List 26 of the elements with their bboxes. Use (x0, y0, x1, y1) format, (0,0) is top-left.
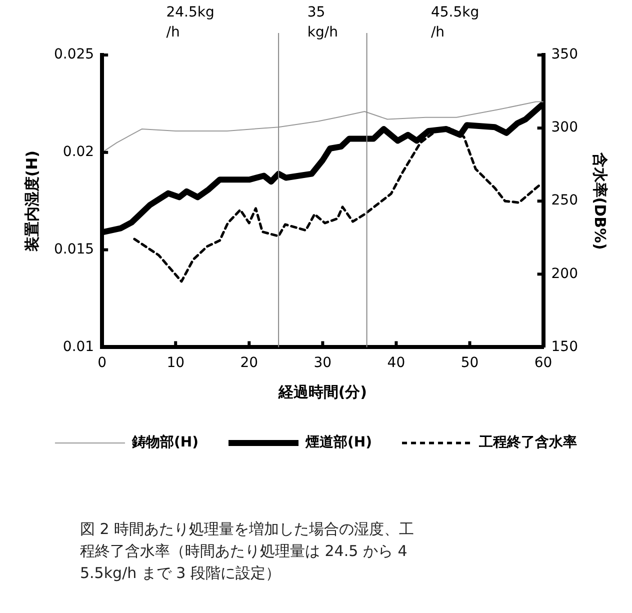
legend-label: 煙道部(H) (304, 434, 372, 451)
y2-tick-label: 200 (551, 266, 578, 282)
x-axis-title: 経過時間(分) (277, 382, 368, 401)
caption: 図 2 時間あたり処理量を増加した場合の湿度、工程終了含水率（時間あたり処理量は 24.5 から 45.5kg/h まで 3 段階に設定） (80, 519, 415, 584)
y-tick-label: 0.01 (62, 338, 94, 355)
text: 24.5kg /h (166, 4, 214, 41)
x-tick-label: 10 (166, 355, 185, 372)
legend-label: 鋳物部(H) (130, 434, 198, 451)
y2-tick-label: 250 (551, 192, 578, 209)
y-tick-label: 0.025 (54, 46, 94, 63)
x-tick-label: 50 (460, 355, 479, 372)
y-tick-label: 0.02 (62, 144, 94, 160)
y2-tick-label: 300 (551, 120, 578, 136)
legend-label: 工程終了含水率 (478, 434, 578, 451)
y2-axis-title: 含水率(DB%) (591, 151, 610, 250)
y2-tick-label: 150 (551, 338, 578, 355)
x-tick-label: 0 (98, 355, 107, 372)
text: 45.5kg /h (430, 4, 480, 41)
y-tick-label: 0.015 (54, 241, 94, 258)
text: 35 kg/h (307, 4, 338, 41)
x-tick-label: 60 (534, 355, 552, 372)
x-tick-label: 40 (387, 355, 406, 372)
y2-tick-label: 350 (551, 46, 578, 63)
x-tick-label: 30 (314, 355, 332, 372)
x-tick-label: 20 (240, 355, 258, 372)
y-axis-title: 装置内湿度(H) (22, 150, 41, 253)
